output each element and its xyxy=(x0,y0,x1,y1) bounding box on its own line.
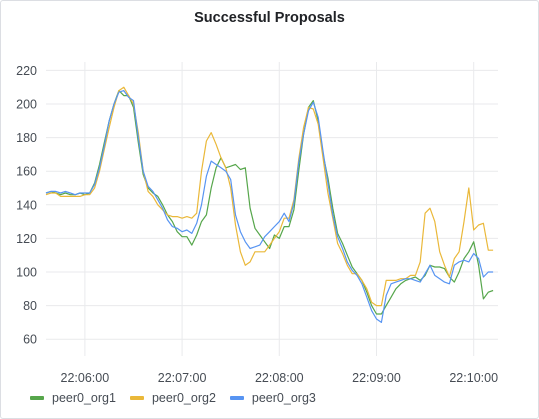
legend-swatch xyxy=(129,396,144,400)
y-tick-label: 180 xyxy=(16,131,37,145)
y-tick-label: 60 xyxy=(23,333,37,347)
y-tick-label: 100 xyxy=(16,266,37,280)
y-tick-label: 120 xyxy=(16,232,37,246)
legend-item-peer0-org2[interactable]: peer0_org2 xyxy=(129,391,216,405)
series-line-peer0-org2 xyxy=(45,86,494,307)
y-tick-label: 140 xyxy=(16,198,37,212)
y-tick-label: 220 xyxy=(16,64,37,78)
x-tick-label: 22:09:00 xyxy=(352,371,401,385)
legend-item-peer0-org3[interactable]: peer0_org3 xyxy=(229,391,316,405)
x-tick-label: 22:08:00 xyxy=(255,371,304,385)
series-lines xyxy=(45,86,494,323)
legend-item-peer0-org1[interactable]: peer0_org1 xyxy=(30,391,116,405)
y-tick-label: 160 xyxy=(16,165,37,179)
legend-label: peer0_org2 xyxy=(151,391,216,405)
legend-swatch xyxy=(229,396,244,400)
legend-label: peer0_org3 xyxy=(251,391,316,405)
chart-title: Successful Proposals xyxy=(194,10,345,26)
legend-swatch xyxy=(30,396,44,400)
legend: peer0_org1 peer0_org2 peer0_org3 xyxy=(30,389,330,407)
y-tick-label: 80 xyxy=(23,299,37,313)
legend-label: peer0_org1 xyxy=(52,391,116,405)
series-line-peer0-org1 xyxy=(45,89,494,315)
x-tick-label: 22:10:00 xyxy=(449,371,498,385)
grid-lines xyxy=(46,62,498,356)
y-axis: 60 80 100 120 140 160 180 200 220 xyxy=(16,64,37,347)
series-line-peer0-org3 xyxy=(45,89,494,323)
y-tick-label: 200 xyxy=(16,98,37,112)
x-tick-label: 22:06:00 xyxy=(61,371,110,385)
x-axis: 22:06:00 22:07:00 22:08:00 22:09:00 22:10:00 xyxy=(61,371,499,385)
x-tick-label: 22:07:00 xyxy=(158,371,207,385)
